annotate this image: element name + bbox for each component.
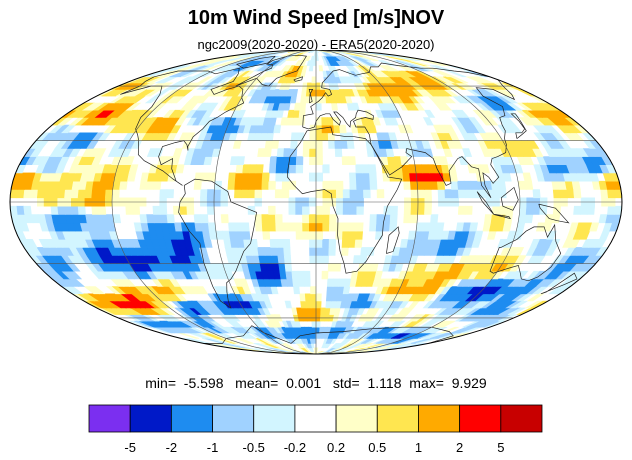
colorbar-tick-label: 5 <box>497 440 504 455</box>
stats-max-label: max= <box>409 375 444 391</box>
stats-max-value: 9.929 <box>451 375 487 391</box>
coastlines <box>120 54 578 344</box>
colorbar-tick-label: -0.5 <box>243 440 265 455</box>
colorbar-swatch <box>212 404 255 433</box>
colorbar-tick-label: -2 <box>166 440 178 455</box>
colorbar-swatch <box>500 404 543 433</box>
colorbar-swatch <box>253 404 296 433</box>
colorbar-swatch <box>88 404 131 433</box>
map-title: 10m Wind Speed [m/s]NOV <box>187 7 445 29</box>
colorbar-tick-label: -0.2 <box>284 440 306 455</box>
colorbar-swatch <box>376 404 419 433</box>
colorbar-swatch <box>129 404 172 433</box>
map-subtitle: ngc2009(2020-2020) - ERA5(2020-2020) <box>197 37 435 52</box>
colorbar-swatch <box>294 404 337 433</box>
colorbar-tick-label: -5 <box>124 440 136 455</box>
colorbar-tick-label: 1 <box>415 440 422 455</box>
stats-std-value: 1.118 <box>367 375 402 391</box>
colorbar-swatch <box>418 404 461 433</box>
wind-anomaly-field <box>10 50 622 354</box>
colorbar-tick-label: 2 <box>456 440 463 455</box>
colorbar: -5 -2 -1 -0.5 -0.2 0.2 0.5 1 2 5 <box>88 404 543 455</box>
colorbar-swatch <box>459 404 502 433</box>
stats-line: min= -5.598 mean= 0.001 std= 1.118 max= … <box>0 374 632 392</box>
stats-std-label: std= <box>332 375 360 391</box>
colorbar-swatch <box>170 404 213 433</box>
colorbar-tick-label: 0.2 <box>327 440 345 455</box>
colorbar-tick-label: -1 <box>207 440 219 455</box>
world-map <box>9 50 623 355</box>
stats-min-value: -5.598 <box>183 375 224 391</box>
stats-mean-value: 0.001 <box>286 375 322 391</box>
graticule <box>10 50 622 354</box>
globe-outline <box>9 50 623 355</box>
stats-min-label: min= <box>145 375 176 391</box>
colorbar-swatch <box>335 404 378 433</box>
stats-mean-label: mean= <box>235 375 279 391</box>
colorbar-tick-label: 0.5 <box>368 440 386 455</box>
